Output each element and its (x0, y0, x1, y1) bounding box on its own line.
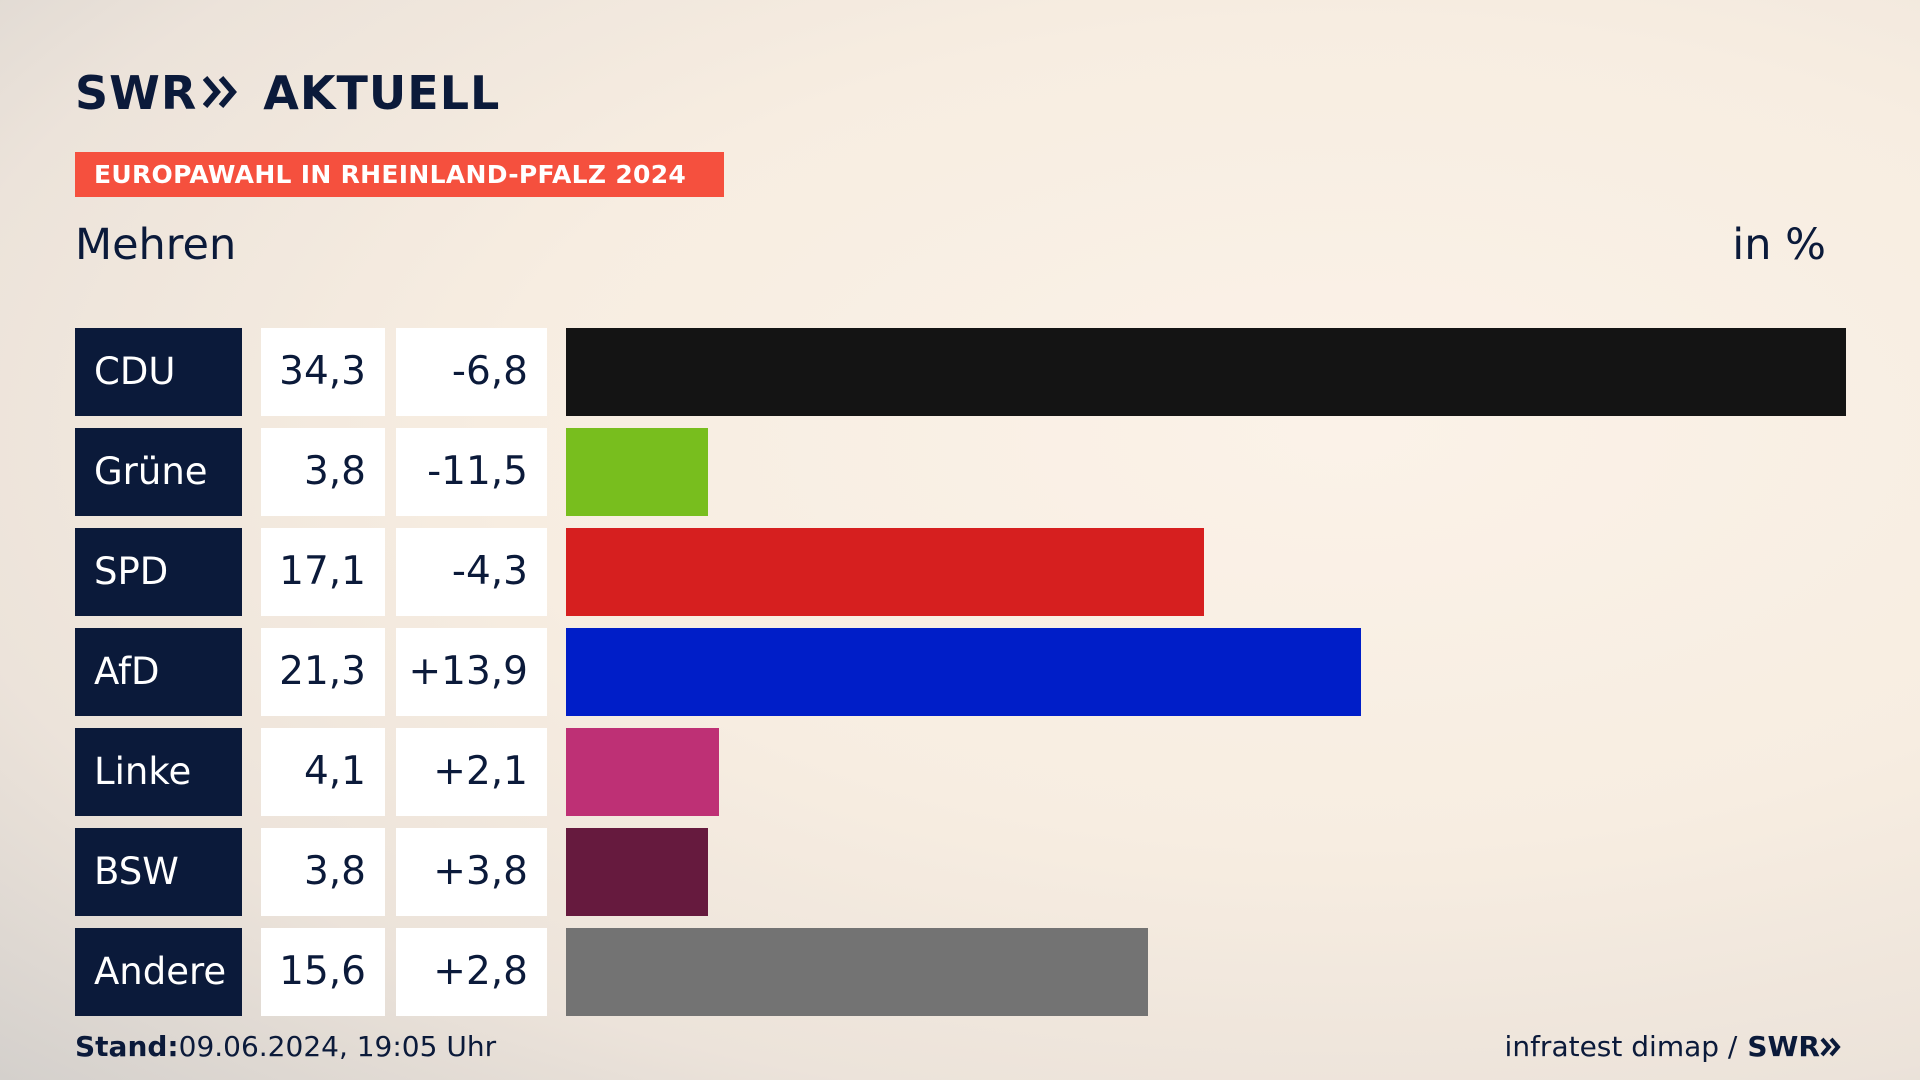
party-label: CDU (75, 328, 242, 416)
result-row: Grüne 3,8 -11,5 (75, 428, 1846, 516)
stand-label: Stand: (75, 1030, 179, 1063)
vote-share-label: 4,1 (261, 728, 385, 816)
party-label: AfD (75, 628, 242, 716)
result-bar (566, 428, 708, 516)
result-bar (566, 728, 719, 816)
result-row: Linke 4,1 +2,1 (75, 728, 1846, 816)
result-bar (566, 328, 1846, 416)
small-double-chevron-icon (1820, 1037, 1841, 1056)
result-bar (566, 628, 1361, 716)
party-label: Linke (75, 728, 242, 816)
vote-share-label: 34,3 (261, 328, 385, 416)
result-bar (566, 828, 708, 916)
party-label: Andere (75, 928, 242, 1016)
result-row: SPD 17,1 -4,3 (75, 528, 1846, 616)
swr-small-logo: SWR (1747, 1030, 1844, 1063)
vote-share-label: 15,6 (261, 928, 385, 1016)
result-row: BSW 3,8 +3,8 (75, 828, 1846, 916)
logo-aktuell-text: AKTUELL (263, 66, 501, 120)
place-title: Mehren (75, 220, 237, 270)
election-banner: EUROPAWAHL IN RHEINLAND-PFALZ 2024 (75, 152, 724, 197)
unit-label: in % (1732, 220, 1826, 270)
result-row: CDU 34,3 -6,8 (75, 328, 1846, 416)
stand-value: 09.06.2024, 19:05 Uhr (178, 1030, 497, 1063)
change-label: -11,5 (396, 428, 547, 516)
swr-small-text: SWR (1747, 1030, 1820, 1063)
party-label: SPD (75, 528, 242, 616)
change-label: +3,8 (396, 828, 547, 916)
vote-share-label: 3,8 (261, 428, 385, 516)
result-row: AfD 21,3 +13,9 (75, 628, 1846, 716)
change-label: +13,9 (396, 628, 547, 716)
result-bar (566, 528, 1204, 616)
change-label: +2,8 (396, 928, 547, 1016)
timestamp: Stand:09.06.2024, 19:05 Uhr (75, 1030, 496, 1063)
result-row: Andere 15,6 +2,8 (75, 928, 1846, 1016)
swr-aktuell-logo: SWR AKTUELL (75, 66, 500, 120)
change-label: +2,1 (396, 728, 547, 816)
logo-swr-text: SWR (75, 66, 198, 120)
party-label: BSW (75, 828, 242, 916)
change-label: -4,3 (396, 528, 547, 616)
party-label: Grüne (75, 428, 242, 516)
source-text: infratest dimap / (1504, 1030, 1738, 1063)
source-credit: infratest dimap / SWR (1505, 1030, 1844, 1063)
change-label: -6,8 (396, 328, 547, 416)
vote-share-label: 17,1 (261, 528, 385, 616)
double-chevron-icon (203, 66, 241, 120)
vote-share-label: 21,3 (261, 628, 385, 716)
vote-share-label: 3,8 (261, 828, 385, 916)
result-bar (566, 928, 1148, 1016)
